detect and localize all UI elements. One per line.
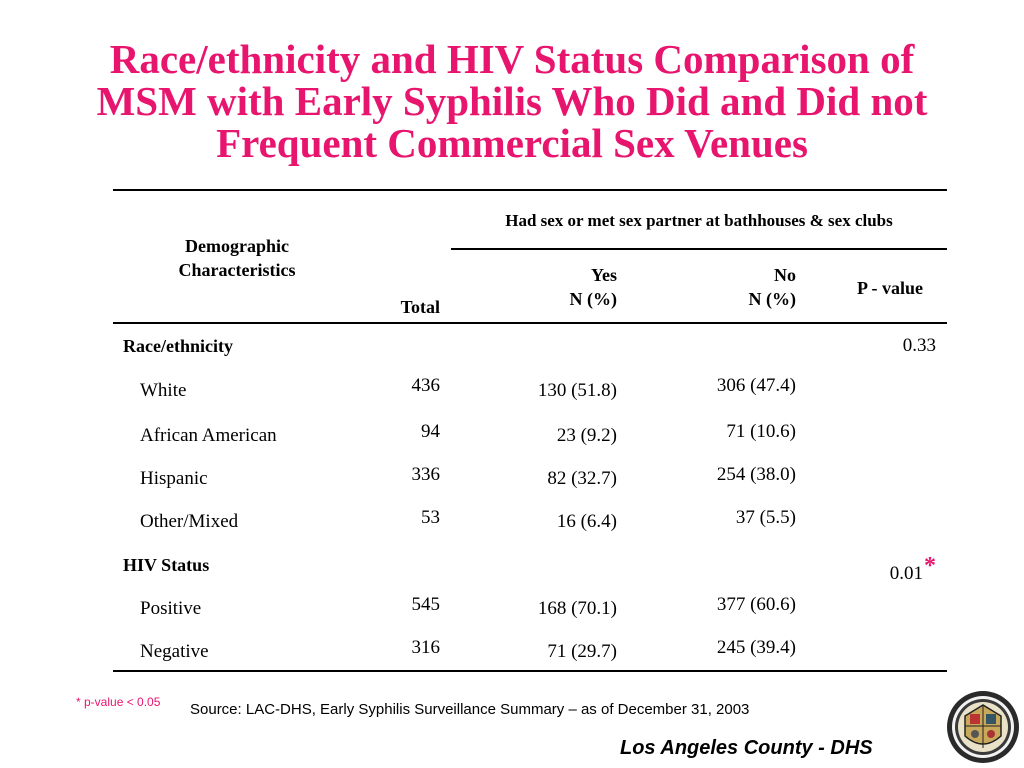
significance-footnote: * p-value < 0.05 [76, 695, 161, 709]
header-demographic-line2: Characteristics [178, 260, 296, 280]
header-yes-line2: N (%) [569, 289, 618, 309]
title-line-2: MSM with Early Syphilis Who Did and Did … [96, 78, 928, 124]
significance-mark: * [924, 553, 936, 579]
row-no: 245 (39.4) [716, 637, 796, 658]
row-no: 377 (60.6) [716, 594, 796, 615]
row-yes: 16 (6.4) [556, 511, 617, 532]
header-no-line1: No [774, 265, 796, 285]
header-total: Total [400, 297, 440, 317]
row-yes: 23 (9.2) [556, 425, 617, 446]
title-line-1: Race/ethnicity and HIV Status Comparison… [109, 36, 915, 82]
header-pvalue: P - value [857, 278, 923, 298]
header-no: No N (%) [680, 263, 797, 311]
row-label: African American [140, 425, 277, 446]
row-total: 316 [411, 637, 441, 658]
header-no-line2: N (%) [748, 289, 797, 309]
header-yes-line1: Yes [591, 265, 617, 285]
row-yes: 82 (32.7) [547, 468, 617, 489]
section-label-race: Race/ethnicity [123, 336, 233, 356]
header-demographic: Demographic Characteristics [152, 234, 322, 282]
group-header-rule [451, 248, 947, 250]
county-seal-icon [947, 691, 1019, 763]
pvalue-hiv: 0.01* [816, 554, 936, 586]
row-total: 336 [411, 464, 441, 485]
pvalue-race: 0.33 [902, 335, 936, 356]
header-demographic-line1: Demographic [185, 236, 289, 256]
row-total: 436 [411, 375, 441, 396]
row-label: White [140, 380, 187, 401]
row-no: 37 (5.5) [735, 507, 796, 528]
table-bottom-rule [113, 670, 947, 672]
page-title: Race/ethnicity and HIV Status Comparison… [20, 38, 1004, 164]
row-total: 94 [421, 421, 440, 442]
row-total: 53 [421, 507, 440, 528]
row-label: Hispanic [140, 468, 208, 489]
row-label: Other/Mixed [140, 511, 239, 532]
header-group: Had sex or met sex partner at bathhouses… [505, 211, 893, 230]
row-label: Negative [140, 641, 209, 662]
table-top-rule [113, 189, 947, 191]
row-yes: 71 (29.7) [547, 641, 617, 662]
header-yes: Yes N (%) [500, 263, 618, 311]
row-no: 71 (10.6) [726, 421, 796, 442]
section-label-hiv: HIV Status [123, 555, 210, 575]
row-total: 545 [411, 594, 441, 615]
row-yes: 168 (70.1) [537, 598, 617, 619]
header-bottom-rule [113, 322, 947, 324]
organization-name: Los Angeles County - DHS [620, 737, 873, 759]
row-no: 254 (38.0) [716, 464, 796, 485]
row-label: Positive [140, 598, 202, 619]
row-no: 306 (47.4) [716, 375, 796, 396]
pvalue-hiv-value: 0.01 [889, 563, 923, 584]
source-note: Source: LAC-DHS, Early Syphilis Surveill… [190, 701, 750, 718]
title-line-3: Frequent Commercial Sex Venues [216, 120, 808, 166]
row-yes: 130 (51.8) [537, 380, 617, 401]
